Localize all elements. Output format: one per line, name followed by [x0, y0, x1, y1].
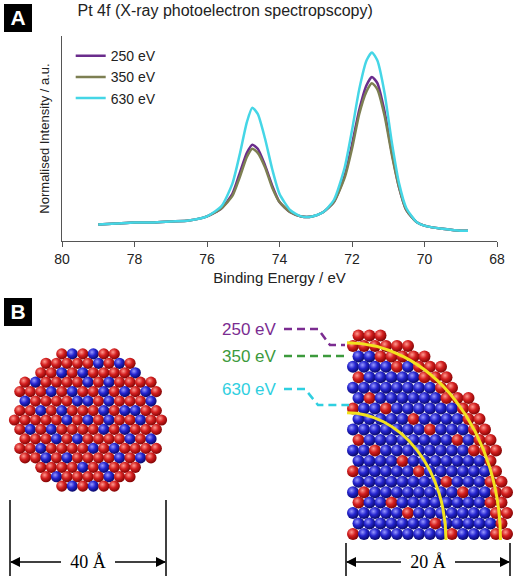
svg-text:70: 70 [417, 251, 433, 267]
svg-text:40 Å: 40 Å [70, 552, 106, 572]
svg-text:350 eV: 350 eV [222, 347, 277, 366]
svg-text:Pt 4f (X-ray photoelectron spe: Pt 4f (X-ray photoelectron spectropscopy… [78, 2, 373, 19]
svg-text:74: 74 [272, 251, 288, 267]
svg-text:630 eV: 630 eV [222, 380, 277, 399]
html-text:A: A [10, 6, 26, 29]
svg-text:Normalised Intensity / a.u.: Normalised Intensity / a.u. [37, 63, 52, 213]
svg-text:68: 68 [489, 251, 505, 267]
svg-text:Binding Energy / eV: Binding Energy / eV [213, 269, 346, 286]
html-text:B: B [10, 300, 26, 323]
svg-text:80: 80 [54, 251, 70, 267]
svg-text:250 eV: 250 eV [111, 48, 156, 64]
svg-text:350 eV: 350 eV [111, 69, 156, 85]
svg-text:630 eV: 630 eV [111, 91, 156, 107]
svg-text:250 eV: 250 eV [222, 320, 277, 339]
svg-text:78: 78 [127, 251, 143, 267]
svg-text:76: 76 [199, 251, 215, 267]
svg-text:72: 72 [344, 251, 360, 267]
svg-text:20 Å: 20 Å [410, 552, 446, 572]
